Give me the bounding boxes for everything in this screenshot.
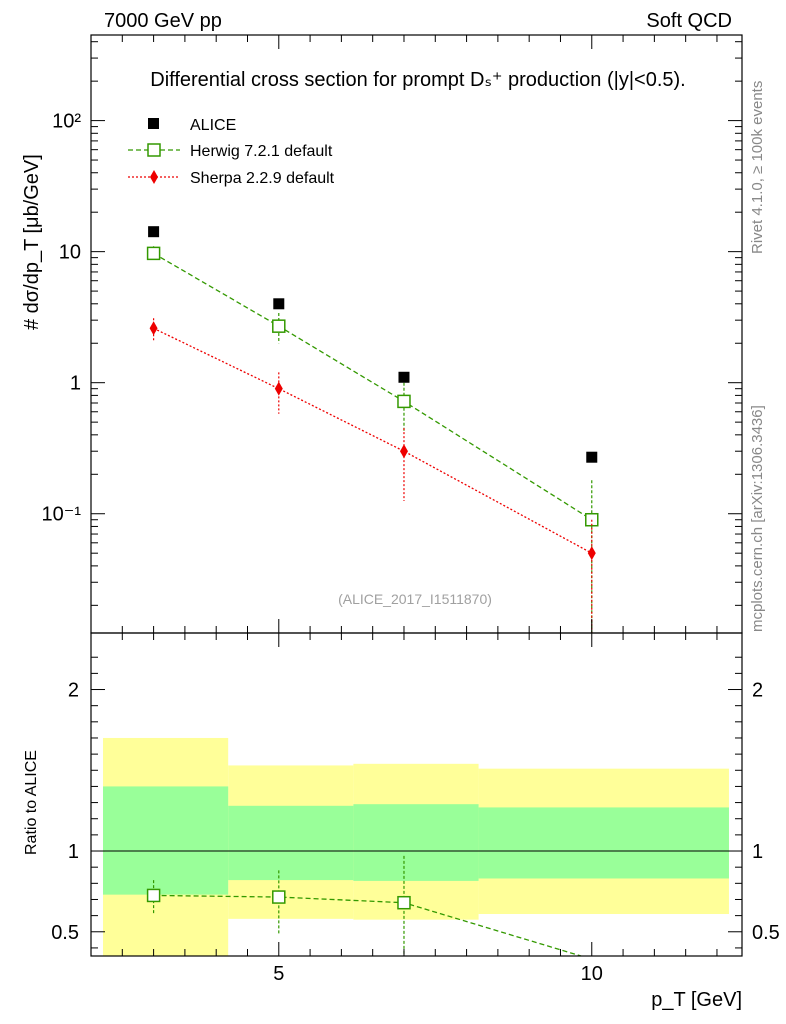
- ratio-marks: [91, 737, 742, 957]
- ratio-ticks: 0.5 0.5 1 1 2 2 5 10: [51, 633, 780, 985]
- ratio-band-inner: [228, 805, 354, 881]
- alice-point: [398, 371, 410, 383]
- ratio-band-inner: [478, 807, 729, 879]
- mcplots-label: mcplots.cern.ch [arXiv:1306.3436]: [749, 405, 766, 632]
- ratio-ytick-label: 1: [68, 841, 79, 863]
- main-ylabel: # dσ/dp_T [μb/GeV]: [21, 154, 43, 330]
- header-right: Soft QCD: [646, 10, 732, 32]
- herwig-point: [397, 394, 411, 409]
- main-ytick-label: 10²: [52, 111, 81, 133]
- main-ticks: 10⁻¹ 1 10 10²: [42, 35, 742, 633]
- x-axis-label: p_T [GeV]: [651, 989, 742, 1011]
- herwig-point: [146, 246, 161, 261]
- main-title: Differential cross section for prompt Dₛ…: [150, 69, 685, 91]
- alice-point: [148, 226, 160, 238]
- header-left: 7000 GeV pp: [104, 10, 222, 32]
- ratio-band-inner: [103, 786, 229, 895]
- alice-point: [273, 298, 285, 310]
- ratio-herwig-point: [397, 895, 411, 910]
- herwig-line: [153, 252, 593, 521]
- ratio-herwig-line: [153, 894, 582, 957]
- ratio-ytick-label-right: 1: [752, 841, 763, 863]
- ratio-ytick-label-right: 2: [752, 680, 763, 702]
- ratio-herwig-point: [146, 888, 161, 903]
- legend-herwig-label: Herwig 7.2.1 default: [190, 143, 333, 160]
- legend-alice-label: ALICE: [190, 117, 236, 134]
- analysis-tag: (ALICE_2017_I1511870): [338, 591, 492, 607]
- sherpa-point: [274, 381, 283, 396]
- ratio-ytick-label-right: 0.5: [752, 922, 780, 944]
- x-tick-label: 10: [581, 963, 603, 985]
- main-marks: [146, 226, 599, 633]
- main-panel: 10⁻¹ 1 10 10² Differential cross section fo…: [21, 34, 743, 634]
- main-ytick-label: 10⁻¹: [42, 504, 82, 526]
- sherpa-point: [149, 321, 158, 336]
- legend-alice-marker: [148, 118, 159, 129]
- sherpa-point: [399, 444, 408, 459]
- legend-sherpa-marker: [150, 170, 158, 184]
- main-ytick-label: 1: [70, 373, 81, 395]
- ratio-herwig-point: [272, 890, 286, 904]
- legend: ALICE Herwig 7.2.1 default Sherpa 2.2.9 …: [128, 117, 335, 187]
- ratio-ytick-label: 2: [68, 680, 79, 702]
- main-ylabel-text: # dσ/dp_T [μb/GeV]: [21, 154, 43, 330]
- main-ytick-label: 10: [59, 242, 81, 264]
- ratio-frame: [90, 632, 743, 957]
- x-tick-label: 5: [273, 963, 284, 985]
- ratio-panel: 0.5 0.5 1 1 2 2 5 10 Ratio to ALICE p_T [GeV]: [23, 632, 780, 1011]
- main-frame: [90, 34, 743, 634]
- herwig-point: [272, 319, 286, 333]
- sherpa-point: [587, 546, 596, 561]
- alice-point: [586, 451, 598, 463]
- sherpa-line: [153, 327, 593, 554]
- ratio-band-inner: [353, 804, 479, 881]
- legend-sherpa-label: Sherpa 2.2.9 default: [190, 170, 335, 187]
- ratio-ylabel: Ratio to ALICE: [23, 750, 40, 855]
- legend-herwig-marker: [147, 143, 161, 157]
- ratio-ytick-label: 0.5: [51, 922, 79, 944]
- rivet-label: Rivet 4.1.0, ≥ 100k events: [749, 81, 766, 254]
